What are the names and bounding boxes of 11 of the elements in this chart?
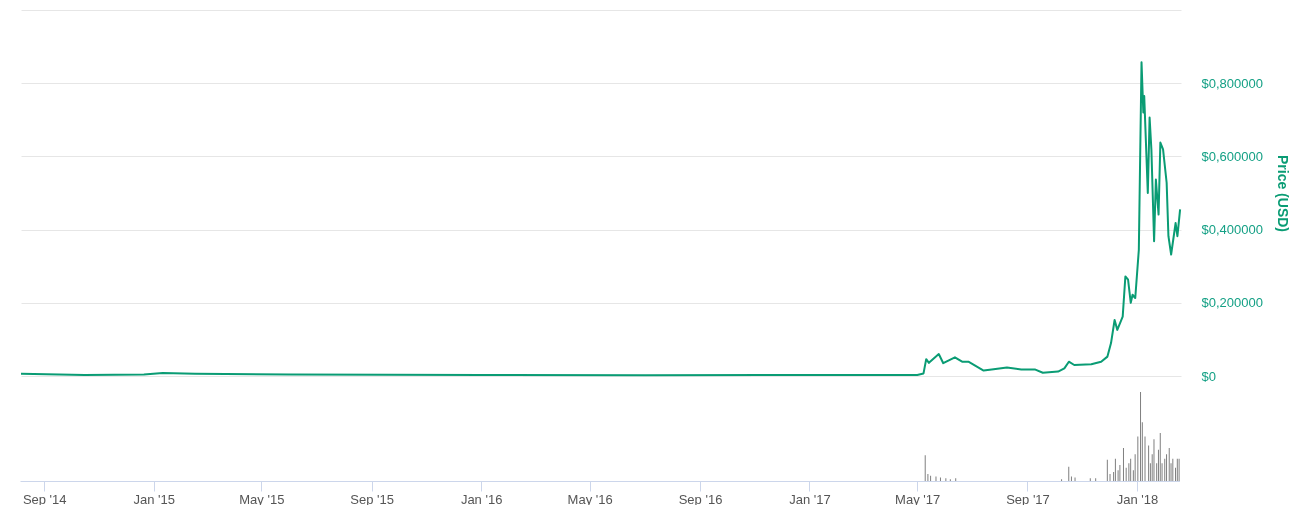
y-tick-label: $0,600000	[1201, 148, 1263, 164]
y-tick-label: $0	[1201, 368, 1216, 384]
x-tick-label: Jan '16	[460, 491, 503, 505]
y-tick-label: $0,800000	[1201, 75, 1263, 91]
y-tick-label: $0,400000	[1201, 222, 1263, 238]
x-tick-label: Jan '18	[1116, 491, 1159, 505]
y-axis-title: Price (USD)	[1274, 154, 1291, 233]
x-tick-label: Jan '15	[133, 491, 175, 505]
x-tick-label: Jan '17	[789, 491, 831, 505]
y-tick-label: $0,200000	[1201, 295, 1263, 311]
line-series	[20, 61, 1182, 377]
